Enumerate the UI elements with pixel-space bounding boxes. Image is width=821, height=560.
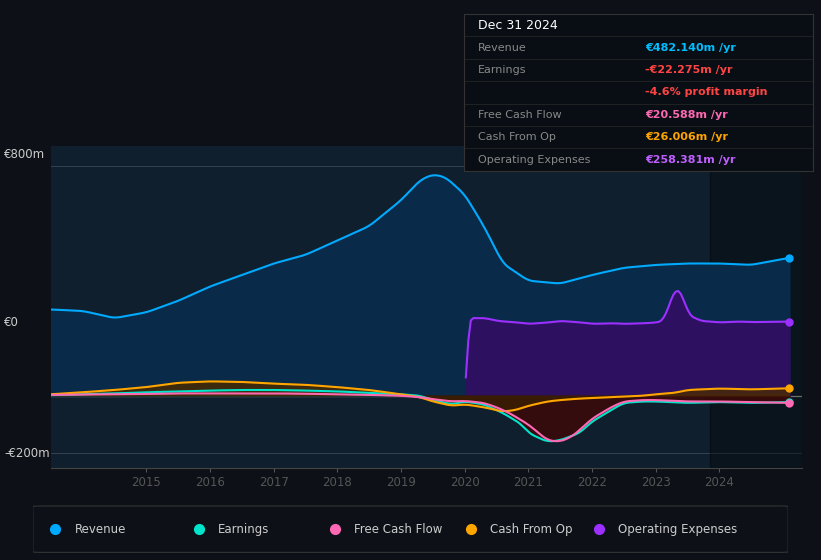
Text: Revenue: Revenue (75, 522, 126, 536)
Text: Earnings: Earnings (218, 522, 269, 536)
Text: Operating Expenses: Operating Expenses (618, 522, 737, 536)
Text: €20.588m /yr: €20.588m /yr (645, 110, 728, 120)
Text: €0: €0 (4, 315, 19, 329)
Text: Dec 31 2024: Dec 31 2024 (478, 18, 557, 32)
Text: -€200m: -€200m (4, 447, 50, 460)
Text: Free Cash Flow: Free Cash Flow (354, 522, 443, 536)
Text: €482.140m /yr: €482.140m /yr (645, 43, 736, 53)
Text: Operating Expenses: Operating Expenses (478, 155, 590, 165)
Bar (710, 146, 802, 468)
Text: Earnings: Earnings (478, 65, 526, 75)
Text: Revenue: Revenue (478, 43, 526, 53)
Text: -4.6% profit margin: -4.6% profit margin (645, 87, 768, 97)
Text: Cash From Op: Cash From Op (490, 522, 572, 536)
Text: €258.381m /yr: €258.381m /yr (645, 155, 736, 165)
Text: Free Cash Flow: Free Cash Flow (478, 110, 562, 120)
FancyBboxPatch shape (33, 506, 788, 552)
Text: -€22.275m /yr: -€22.275m /yr (645, 65, 733, 75)
Text: Cash From Op: Cash From Op (478, 132, 556, 142)
Text: €26.006m /yr: €26.006m /yr (645, 132, 728, 142)
Text: €800m: €800m (4, 147, 45, 161)
